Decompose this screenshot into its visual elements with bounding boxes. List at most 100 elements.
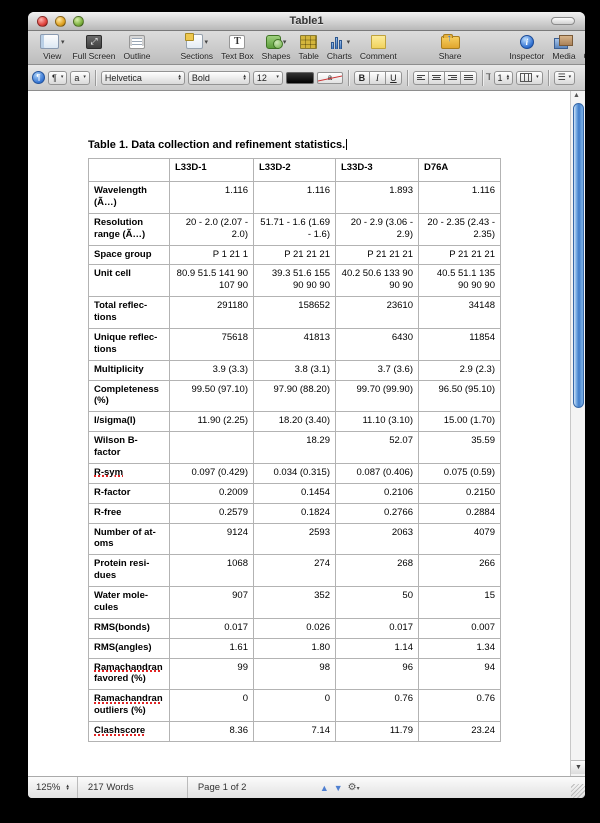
align-justify-button[interactable] [460,70,477,85]
row-label-cell[interactable]: Resolution range (Ã…) [88,212,170,246]
value-cell[interactable]: 9124 [169,522,254,556]
paragraph-style-menu[interactable]: ¶ ▾ [48,70,68,85]
value-cell[interactable]: 291180 [169,296,254,329]
list-style-menu[interactable]: ☰ ▾ [553,70,576,85]
value-cell[interactable]: 0.76 [335,689,419,722]
value-cell[interactable]: 23610 [335,296,419,329]
value-cell[interactable]: 96 [335,657,419,691]
toolbar-toggle-pill[interactable] [551,17,575,25]
value-cell[interactable]: 1.116 [418,181,501,214]
value-cell[interactable]: 0.017 [335,617,419,639]
value-cell[interactable]: 98 [253,657,336,691]
value-cell[interactable]: 11.79 [335,721,419,742]
value-cell[interactable]: 3.9 (3.3) [169,359,254,381]
toolbar-item-table[interactable]: Table [299,33,319,61]
row-label-cell[interactable]: R-free [88,502,170,524]
value-cell[interactable]: P 1 21 1 [169,244,254,266]
row-label-cell[interactable]: R-factor [88,482,170,504]
table-column-header[interactable]: L33D-3 [335,158,419,182]
toolbar-item-inspector[interactable]: i Inspector [509,33,544,61]
value-cell[interactable]: 1.34 [418,637,501,659]
value-cell[interactable]: 0 [253,689,336,722]
styles-drawer-icon[interactable]: ¶ [32,71,45,84]
value-cell[interactable]: 35.59 [418,431,501,464]
row-label-cell[interactable]: I/sigma(I) [88,411,170,433]
toolbar-item-charts[interactable]: ▾ Charts [327,33,352,61]
value-cell[interactable]: 0.76 [418,689,501,722]
table-column-header[interactable]: L33D-1 [169,158,254,182]
value-cell[interactable] [169,431,254,464]
row-label-cell[interactable]: Space group [88,244,170,266]
toolbar-item-media[interactable]: Media [552,33,576,61]
value-cell[interactable]: 15.00 (1.70) [418,411,501,433]
row-label-cell[interactable]: Ramachandran outliers (%) [88,689,170,722]
character-style-menu[interactable]: a ▾ [70,70,90,85]
value-cell[interactable]: 0 [169,689,254,722]
value-cell[interactable]: 50 [335,586,419,619]
value-cell[interactable]: 2593 [253,522,336,556]
font-size-select[interactable]: 12 ▾ [252,70,283,85]
value-cell[interactable]: P 21 21 21 [335,244,419,266]
font-family-select[interactable]: Helvetica ▴ ▾ [100,70,185,85]
row-label-cell[interactable]: Completeness (%) [88,379,170,413]
row-label-cell[interactable]: Water mole-cules [88,586,170,619]
value-cell[interactable]: 99.50 (97.10) [169,379,254,413]
value-cell[interactable]: 1.61 [169,637,254,659]
row-label-cell[interactable]: Protein resi-dues [88,554,170,587]
value-cell[interactable]: 0.2579 [169,502,254,524]
row-label-cell[interactable]: Clashscore [88,721,170,742]
table-column-header[interactable]: D76A [418,158,501,182]
value-cell[interactable]: 7.14 [253,721,336,742]
next-page-button[interactable]: ▼ [333,782,343,793]
value-cell[interactable]: 1.116 [169,181,254,214]
align-center-button[interactable] [428,70,445,85]
value-cell[interactable]: 96.50 (95.10) [418,379,501,413]
value-cell[interactable]: 99 [169,657,254,691]
row-label-cell[interactable]: Ramachandran favored (%) [88,657,170,691]
value-cell[interactable]: 4079 [418,522,501,556]
value-cell[interactable]: 1.116 [253,181,336,214]
scroll-down-arrow-icon[interactable]: ▼ [571,760,585,774]
row-label-cell[interactable]: Unit cell [88,264,170,298]
value-cell[interactable]: 0.2150 [418,482,501,504]
toolbar-item-view[interactable]: ▾ View [40,33,65,61]
value-cell[interactable]: 3.8 (3.1) [253,359,336,381]
toolbar-item-fullscreen[interactable]: ⤢ Full Screen [73,33,116,61]
minimize-button[interactable] [55,15,66,27]
value-cell[interactable]: 1.14 [335,637,419,659]
toolbar-item-outline[interactable]: Outline [124,33,150,61]
value-cell[interactable]: 20 - 2.0 (2.07 - 2.0) [169,212,254,246]
value-cell[interactable]: 34148 [418,296,501,329]
vertical-scrollbar[interactable]: ▲ ▼ [570,91,585,776]
text-background-well[interactable]: a [316,71,343,84]
value-cell[interactable]: 18.29 [253,431,336,464]
value-cell[interactable]: 1068 [169,554,254,587]
value-cell[interactable]: 41813 [253,327,336,361]
document-page[interactable]: Table 1. Data collection and refinement … [28,91,570,776]
value-cell[interactable]: 99.70 (99.90) [335,379,419,413]
value-cell[interactable]: 0.087 (0.406) [335,462,419,484]
text-color-well[interactable] [285,71,314,84]
align-right-button[interactable] [444,70,461,85]
row-label-cell[interactable]: Number of at-oms [88,522,170,556]
value-cell[interactable]: P 21 21 21 [418,244,501,266]
row-label-cell[interactable]: Unique reflec-tions [88,327,170,361]
table-corner-cell[interactable] [88,158,170,182]
zoom-button[interactable] [73,15,84,27]
zoom-stepper-icon[interactable]: ▴ ▾ [66,782,69,792]
close-button[interactable] [37,15,48,27]
value-cell[interactable]: 8.36 [169,721,254,742]
value-cell[interactable]: 11854 [418,327,501,361]
value-cell[interactable]: 0.1824 [253,502,336,524]
toolbar-item-sections[interactable]: ▾ Sections [180,33,213,61]
resize-grip[interactable] [571,784,585,798]
value-cell[interactable]: 0.017 [169,617,254,639]
value-cell[interactable]: 266 [418,554,501,587]
value-cell[interactable]: 0.075 (0.59) [418,462,501,484]
value-cell[interactable]: 40.2 50.6 133 90 90 90 [335,264,419,298]
row-label-cell[interactable]: Multiplicity [88,359,170,381]
value-cell[interactable]: 52.07 [335,431,419,464]
value-cell[interactable]: 268 [335,554,419,587]
zoom-control[interactable]: 125% ▴ ▾ [28,777,78,798]
toolbar-item-comment[interactable]: Comment [360,33,397,61]
